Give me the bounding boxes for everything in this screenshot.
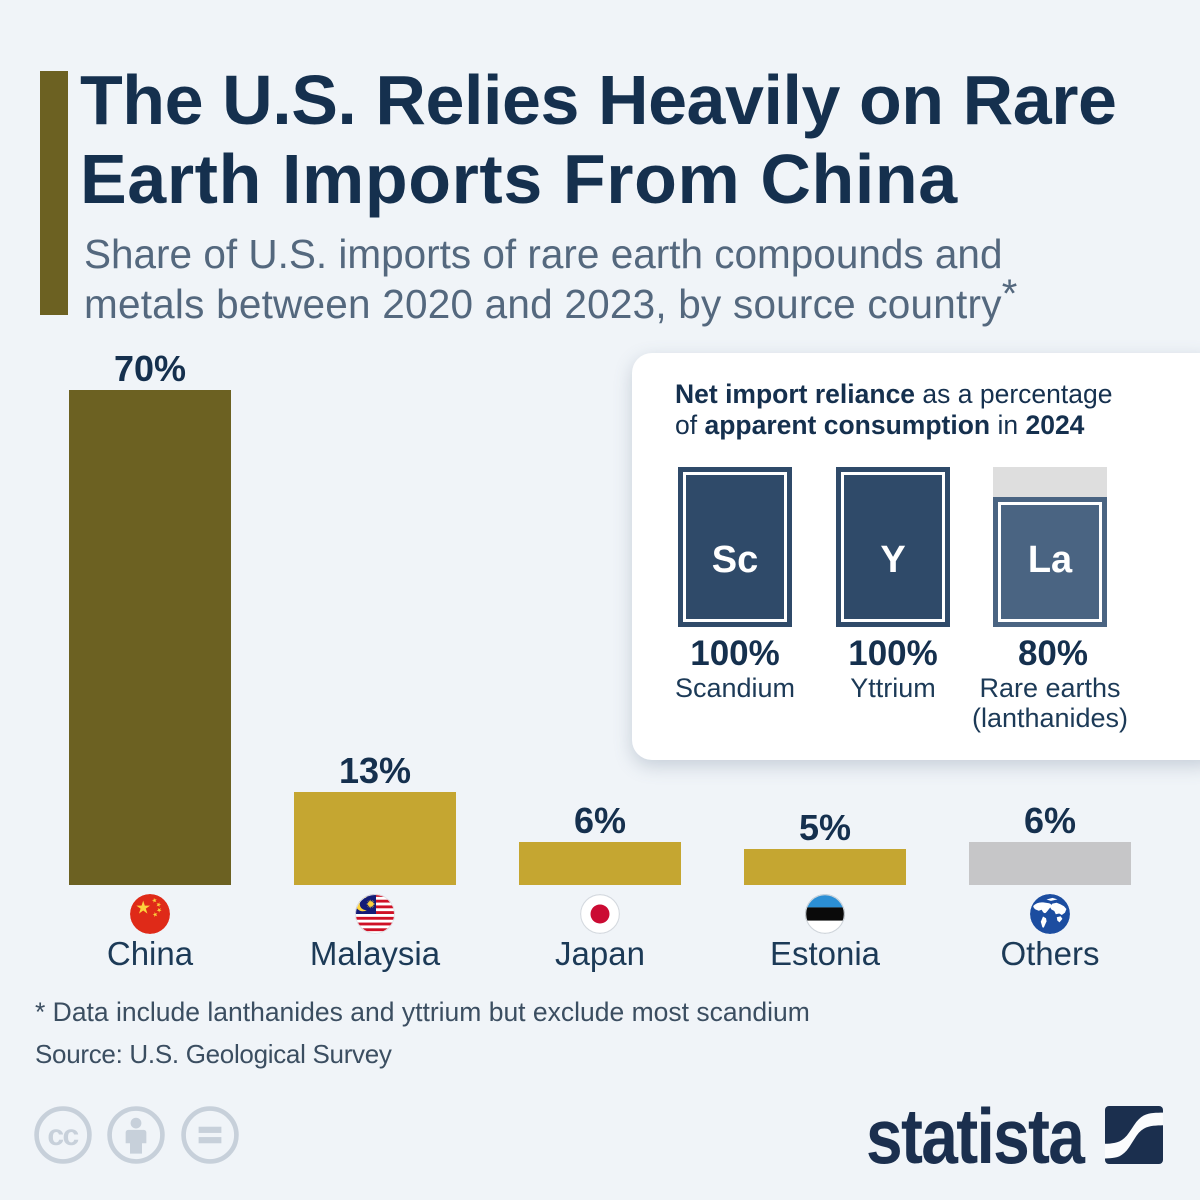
svg-text:cc: cc xyxy=(47,1119,78,1152)
